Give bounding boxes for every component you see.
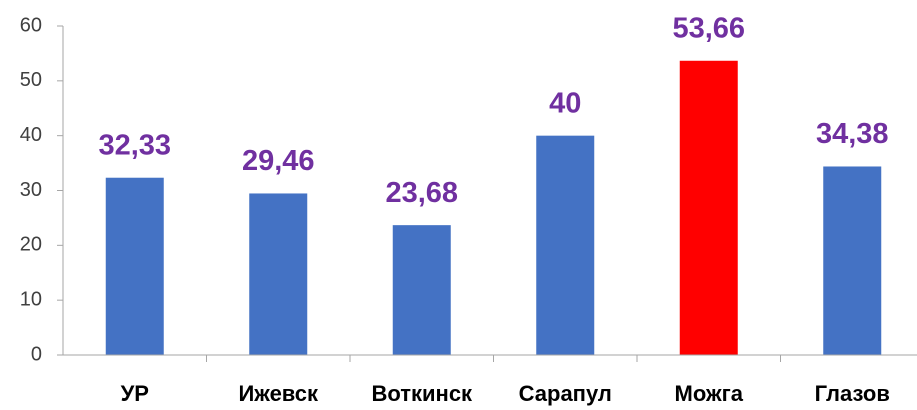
bar [249,193,308,355]
y-tick-label: 10 [20,288,42,310]
y-tick-label: 50 [20,69,42,91]
y-tick-label: 20 [20,234,42,256]
bar [536,135,595,355]
value-label: 23,68 [385,177,458,209]
x-tick-label: УР [121,381,149,406]
value-label: 29,46 [242,145,315,177]
bar [105,177,164,355]
y-tick-label: 30 [20,179,42,201]
value-label: 40 [549,87,581,119]
value-label: 32,33 [98,129,171,161]
x-tick-label: Сарапул [519,381,612,406]
x-tick-label: Можга [675,381,744,406]
bar [679,60,738,355]
y-tick-label: 0 [31,343,42,365]
x-tick-label: Ижевск [238,381,319,406]
x-tick-label: Глазов [815,381,890,406]
value-label: 34,38 [816,118,889,150]
bar [823,166,882,355]
y-tick-label: 40 [20,124,42,146]
y-tick-label: 60 [20,14,42,36]
value-label: 53,66 [672,12,745,44]
x-tick-label: Воткинск [371,381,473,406]
bar [392,225,451,355]
